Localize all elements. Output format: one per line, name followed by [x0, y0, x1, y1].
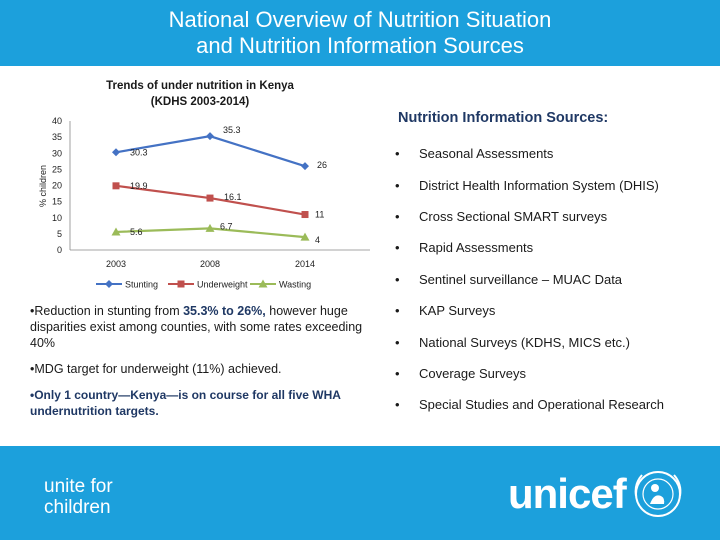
source-item-label: Cross Sectional SMART surveys	[419, 208, 608, 224]
bullet-icon: •	[395, 365, 400, 381]
y-tick-label: 35	[52, 132, 62, 142]
unicef-logo: unicef	[508, 470, 627, 517]
note-stunting-bold: 35.3% to 26%,	[183, 304, 266, 318]
data-label: 35.3	[223, 125, 241, 135]
data-label: 6.7	[220, 221, 233, 231]
chart-title: Trends of under nutrition in Kenya (KDHS…	[80, 78, 320, 110]
note-stunting: •Reduction in stunting from 35.3% to 26%…	[30, 304, 363, 350]
source-item-label: Seasonal Assessments	[419, 146, 554, 162]
legend-label-wasting: Wasting	[279, 280, 311, 290]
source-item-label: Special Studies and Operational Research	[419, 397, 664, 413]
data-point-stunting	[112, 148, 120, 157]
source-item: • KAP Surveys	[393, 295, 713, 326]
legend-marker-wasting	[258, 279, 268, 288]
bullet-icon: •	[395, 177, 400, 193]
chart-title-line1: Trends of under nutrition in Kenya	[106, 80, 294, 92]
data-point-stunting	[301, 162, 309, 171]
data-point-wasting	[300, 232, 310, 241]
footer-tagline: unite for children	[44, 476, 113, 518]
data-label: 16.1	[224, 192, 242, 202]
x-tick-label: 2008	[200, 259, 220, 269]
note-mdg: •MDG target for underweight (11%) achiev…	[30, 362, 282, 376]
data-label: 5.6	[130, 227, 143, 237]
source-item: • District Health Information System (DHI…	[393, 169, 713, 200]
source-item: • Rapid Assessments	[393, 232, 713, 263]
x-tick-label: 2003	[106, 259, 126, 269]
tagline-line1: unite for	[44, 476, 113, 497]
note-stunting-pre: Reduction in stunting from	[34, 304, 184, 318]
source-item-label: Rapid Assessments	[419, 240, 534, 256]
bullet-icon: •	[395, 208, 400, 224]
note-wha: •Only 1 country—Kenya—is on course for a…	[30, 388, 341, 418]
source-item-label: District Health Information System (DHIS…	[419, 177, 659, 193]
note-mdg-text: MDG target for underweight (11%) achieve…	[34, 362, 282, 376]
source-item-label: Sentinel surveillance – MUAC Data	[419, 271, 623, 287]
data-point-underweight	[301, 211, 309, 219]
y-axis-label: % children	[38, 165, 48, 207]
data-point-stunting	[206, 132, 214, 141]
source-item: • Sentinel surveillance – MUAC Data	[393, 264, 713, 295]
page-title-line1: National Overview of Nutrition Situation	[168, 7, 552, 32]
data-label: 26	[317, 160, 327, 170]
x-tick-label: 2014	[295, 259, 315, 269]
data-point-underweight	[206, 194, 214, 202]
page-title-line2: and Nutrition Information Sources	[196, 33, 524, 58]
bullet-icon: •	[395, 303, 400, 319]
y-tick-label: 10	[52, 213, 62, 223]
source-item: • Cross Sectional SMART surveys	[393, 201, 713, 232]
data-label: 30.3	[130, 147, 148, 157]
source-item: • Special Studies and Operational Researc…	[393, 389, 713, 420]
data-label: 4	[315, 235, 320, 245]
sources-list: • Seasonal Assessments • District Health In…	[393, 138, 713, 421]
footer-banner: unite for children unicef	[0, 446, 720, 540]
source-item-label: National Surveys (KDHS, MICS etc.)	[419, 334, 630, 350]
legend-label-underweight: Underweight	[197, 280, 248, 290]
unicef-emblem-icon	[634, 471, 682, 517]
legend-label-stunting: Stunting	[125, 280, 158, 290]
y-tick-label: 0	[57, 245, 62, 255]
y-tick-label: 15	[52, 197, 62, 207]
bullet-icon: •	[395, 240, 400, 256]
notes: •Reduction in stunting from 35.3% to 26%…	[30, 303, 370, 429]
source-item-label: Coverage Surveys	[419, 365, 526, 381]
undernutrition-line-chart: % children 0 5 10 15 20 25 30 35 40 2003 2008 2014…	[38, 116, 370, 290]
bullet-icon: •	[395, 146, 400, 162]
y-tick-label: 20	[52, 181, 62, 191]
source-item-label: KAP Surveys	[419, 303, 496, 319]
y-tick-label: 40	[52, 116, 62, 126]
y-tick-label: 25	[52, 164, 62, 174]
legend-marker-underweight	[177, 280, 185, 288]
y-tick-label: 5	[57, 229, 62, 239]
data-point-wasting	[111, 227, 121, 236]
bullet-icon: •	[395, 334, 400, 350]
data-label: 11	[315, 210, 324, 220]
tagline-line2: children	[44, 497, 111, 518]
source-item: • Coverage Surveys	[393, 358, 713, 389]
header-banner: National Overview of Nutrition Situation…	[0, 0, 720, 66]
note-stunting-post: however huge disparities exist among cou…	[30, 304, 363, 350]
note-wha-text: Only 1 country—Kenya—is on course for al…	[30, 388, 341, 418]
source-item: • Seasonal Assessments	[393, 138, 713, 169]
data-point-wasting	[205, 223, 215, 232]
bullet-icon: •	[395, 397, 400, 413]
sources-title: Nutrition Information Sources:	[398, 110, 609, 126]
data-point-underweight	[112, 182, 120, 190]
chart-title-line2: (KDHS 2003-2014)	[150, 96, 250, 108]
data-label: 19.9	[130, 181, 148, 191]
bullet-icon: •	[395, 271, 400, 287]
y-tick-label: 30	[52, 148, 62, 158]
legend-marker-stunting	[105, 280, 113, 288]
source-item: • National Surveys (KDHS, MICS etc.)	[393, 326, 713, 357]
